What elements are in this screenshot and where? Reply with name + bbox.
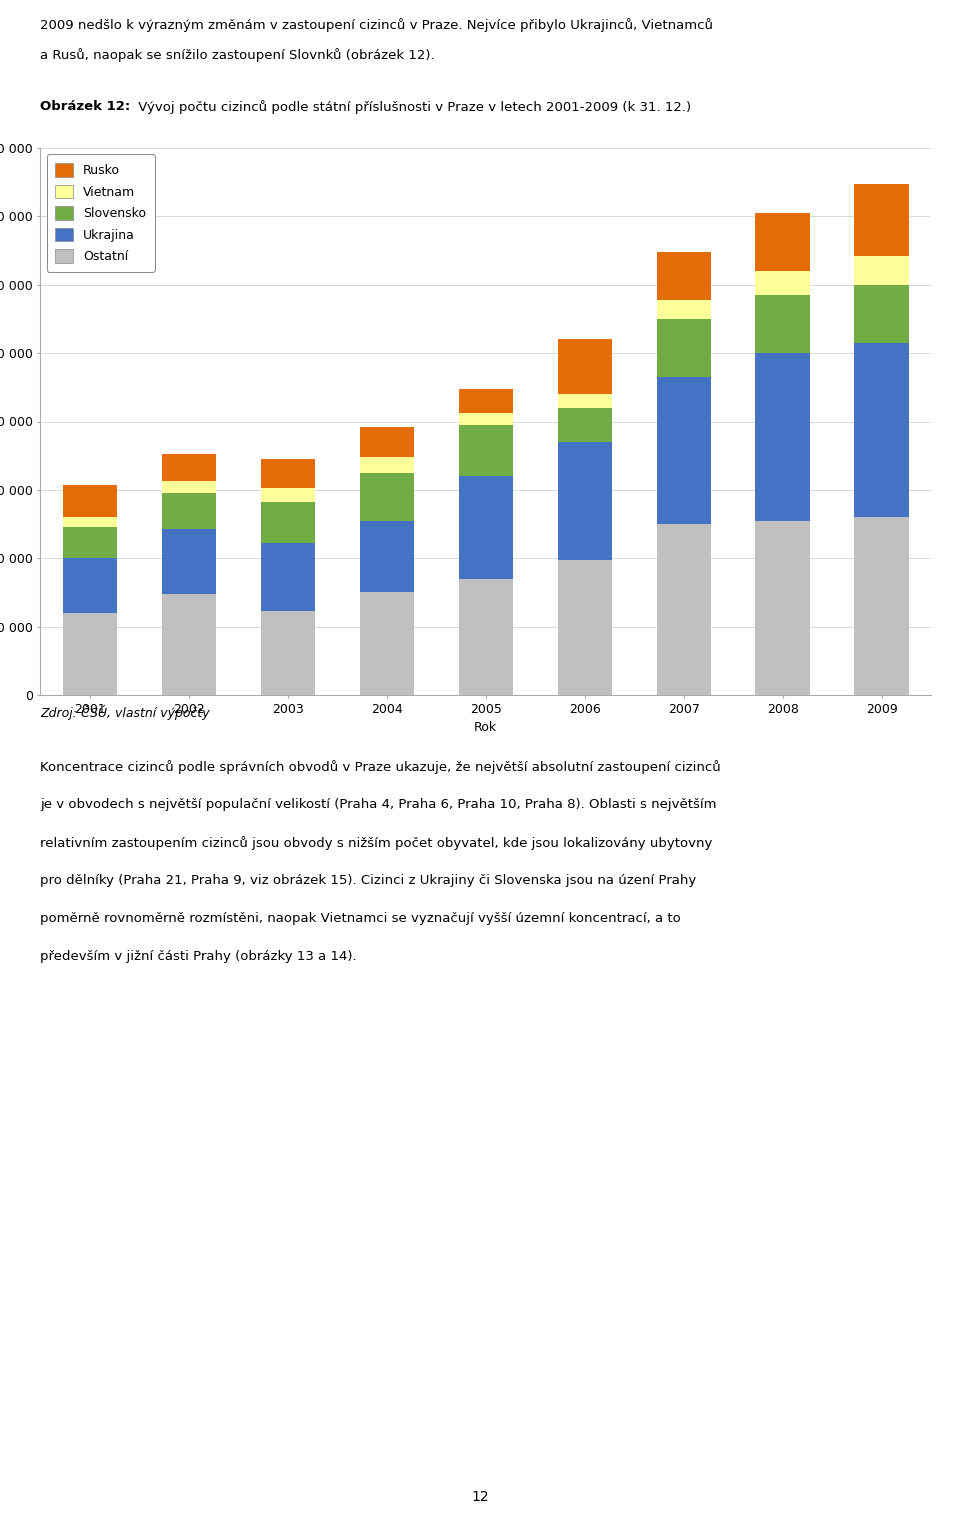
Bar (161, 530, 216, 593)
Bar (161, 454, 216, 481)
Bar (161, 593, 216, 695)
Text: Vývoj počtu cizinců podle státní příslušnosti v Praze v letech 2001-2009 (k 31. : Vývoj počtu cizinců podle státní přísluš… (134, 100, 691, 114)
Bar (360, 592, 414, 695)
Bar (756, 271, 810, 295)
Bar (260, 612, 315, 695)
Bar (360, 472, 414, 521)
Bar (657, 300, 711, 319)
Text: Koncentrace cizinců podle správních obvodů v Praze ukazuje, že největší absolutn: Koncentrace cizinců podle správních obvo… (40, 760, 721, 774)
Bar (756, 295, 810, 353)
Text: a Rusů, naopak se snížilo zastoupení Slovnků (obrázek 12).: a Rusů, naopak se snížilo zastoupení Slo… (40, 48, 435, 62)
Bar (657, 253, 711, 300)
Bar (558, 442, 612, 560)
Bar (756, 213, 810, 271)
Bar (62, 518, 117, 527)
Bar (854, 256, 909, 285)
Bar (657, 524, 711, 695)
Bar (459, 425, 513, 477)
Bar (62, 527, 117, 559)
Bar (360, 427, 414, 457)
Bar (260, 501, 315, 544)
Bar (558, 394, 612, 407)
Bar (161, 481, 216, 494)
Bar (260, 488, 315, 501)
Text: Zdroj: ČSÚ, vlastní výpočty: Zdroj: ČSÚ, vlastní výpočty (40, 706, 210, 721)
Bar (260, 459, 315, 488)
Bar (854, 518, 909, 695)
Bar (854, 342, 909, 518)
Text: Obrázek 12:: Obrázek 12: (40, 100, 131, 114)
Text: poměrně rovnoměrně rozmístěni, naopak Vietnamci se vyznačují vyšší územní koncen: poměrně rovnoměrně rozmístěni, naopak Vi… (40, 911, 681, 925)
Bar (854, 285, 909, 342)
Text: pro dělníky (Praha 21, Praha 9, viz obrázek 15). Cizinci z Ukrajiny či Slovenska: pro dělníky (Praha 21, Praha 9, viz obrá… (40, 874, 697, 887)
Bar (161, 494, 216, 530)
Bar (558, 339, 612, 394)
Bar (657, 319, 711, 377)
Text: je v obvodech s největší populační velikostí (Praha 4, Praha 6, Praha 10, Praha : je v obvodech s největší populační velik… (40, 798, 717, 812)
Bar (756, 353, 810, 521)
Bar (558, 560, 612, 695)
Bar (854, 183, 909, 256)
Bar (459, 477, 513, 578)
Text: relativním zastoupením cizinců jsou obvody s nižším počet obyvatel, kde jsou lok: relativním zastoupením cizinců jsou obvo… (40, 836, 712, 849)
Bar (756, 521, 810, 695)
Bar (459, 578, 513, 695)
X-axis label: Rok: Rok (474, 721, 497, 734)
Bar (360, 521, 414, 592)
Bar (657, 377, 711, 524)
Text: především v jižní části Prahy (obrázky 13 a 14).: především v jižní části Prahy (obrázky 1… (40, 949, 357, 963)
Bar (459, 389, 513, 413)
Bar (459, 413, 513, 425)
Bar (558, 407, 612, 442)
Bar (62, 484, 117, 518)
Bar (260, 544, 315, 612)
Bar (62, 559, 117, 613)
Text: 12: 12 (471, 1490, 489, 1503)
Text: 2009 nedšlo k výrazným změnám v zastoupení cizinců v Praze. Nejvíce přibylo Ukra: 2009 nedšlo k výrazným změnám v zastoupe… (40, 18, 713, 32)
Bar (62, 613, 117, 695)
Legend: Rusko, Vietnam, Slovensko, Ukrajina, Ostatní: Rusko, Vietnam, Slovensko, Ukrajina, Ost… (47, 154, 155, 271)
Bar (360, 457, 414, 472)
